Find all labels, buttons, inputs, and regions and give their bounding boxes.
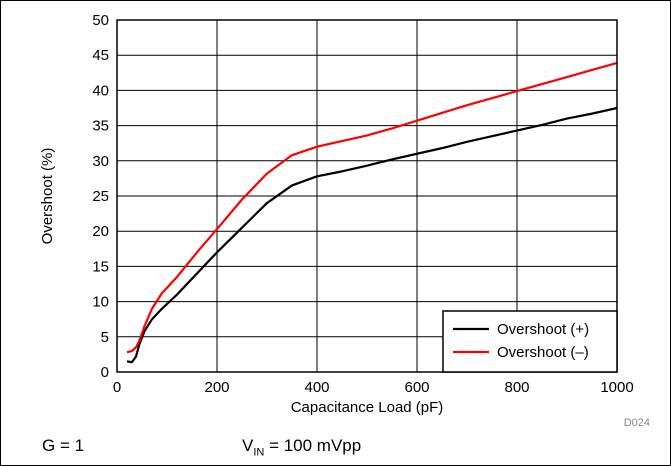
series-line-overshoot-negative [126,61,618,354]
y-tick-label: 40 [92,82,109,99]
y-tick-label: 45 [92,47,109,64]
vin-value: = 100 mVpp [264,436,362,455]
series-line-overshoot-positive [126,106,618,364]
y-tick-label: 50 [92,12,109,29]
x-tick-label: 400 [304,379,329,396]
vin-condition: VIN = 100 mVpp [242,436,361,458]
vin-prefix: V [242,436,254,455]
legend-label: Overshoot (+) [497,321,589,338]
series-layer [126,61,618,364]
y-axis-ticks: 0 5 10 15 20 25 30 35 40 45 50 [92,12,109,381]
plot-area-border [116,19,618,373]
gain-condition: G = 1 [42,436,85,455]
vin-subscript: IN [253,446,265,459]
x-tick-label: 600 [404,379,429,396]
y-tick-label: 30 [92,153,109,170]
legend-label: Overshoot (–) [497,344,589,361]
y-tick-label: 20 [92,223,109,240]
figure-code: D024 [624,417,650,429]
legend: Overshoot (+) Overshoot (–) [442,310,618,373]
y-tick-label: 0 [101,364,109,381]
x-axis-ticks: 0 200 400 600 800 1000 [113,379,634,396]
x-tick-label: 1000 [600,379,633,396]
x-axis-title: Capacitance Load (pF) [291,399,444,416]
y-tick-label: 25 [92,188,109,205]
x-tick-label: 800 [504,379,529,396]
y-tick-label: 15 [92,258,109,275]
legend-box [442,310,618,373]
y-tick-label: 5 [101,329,109,346]
x-tick-label: 0 [113,379,121,396]
x-tick-label: 200 [204,379,229,396]
y-tick-label: 10 [92,294,109,311]
y-axis-title: Overshoot (%) [39,148,56,245]
y-tick-label: 35 [92,118,109,135]
